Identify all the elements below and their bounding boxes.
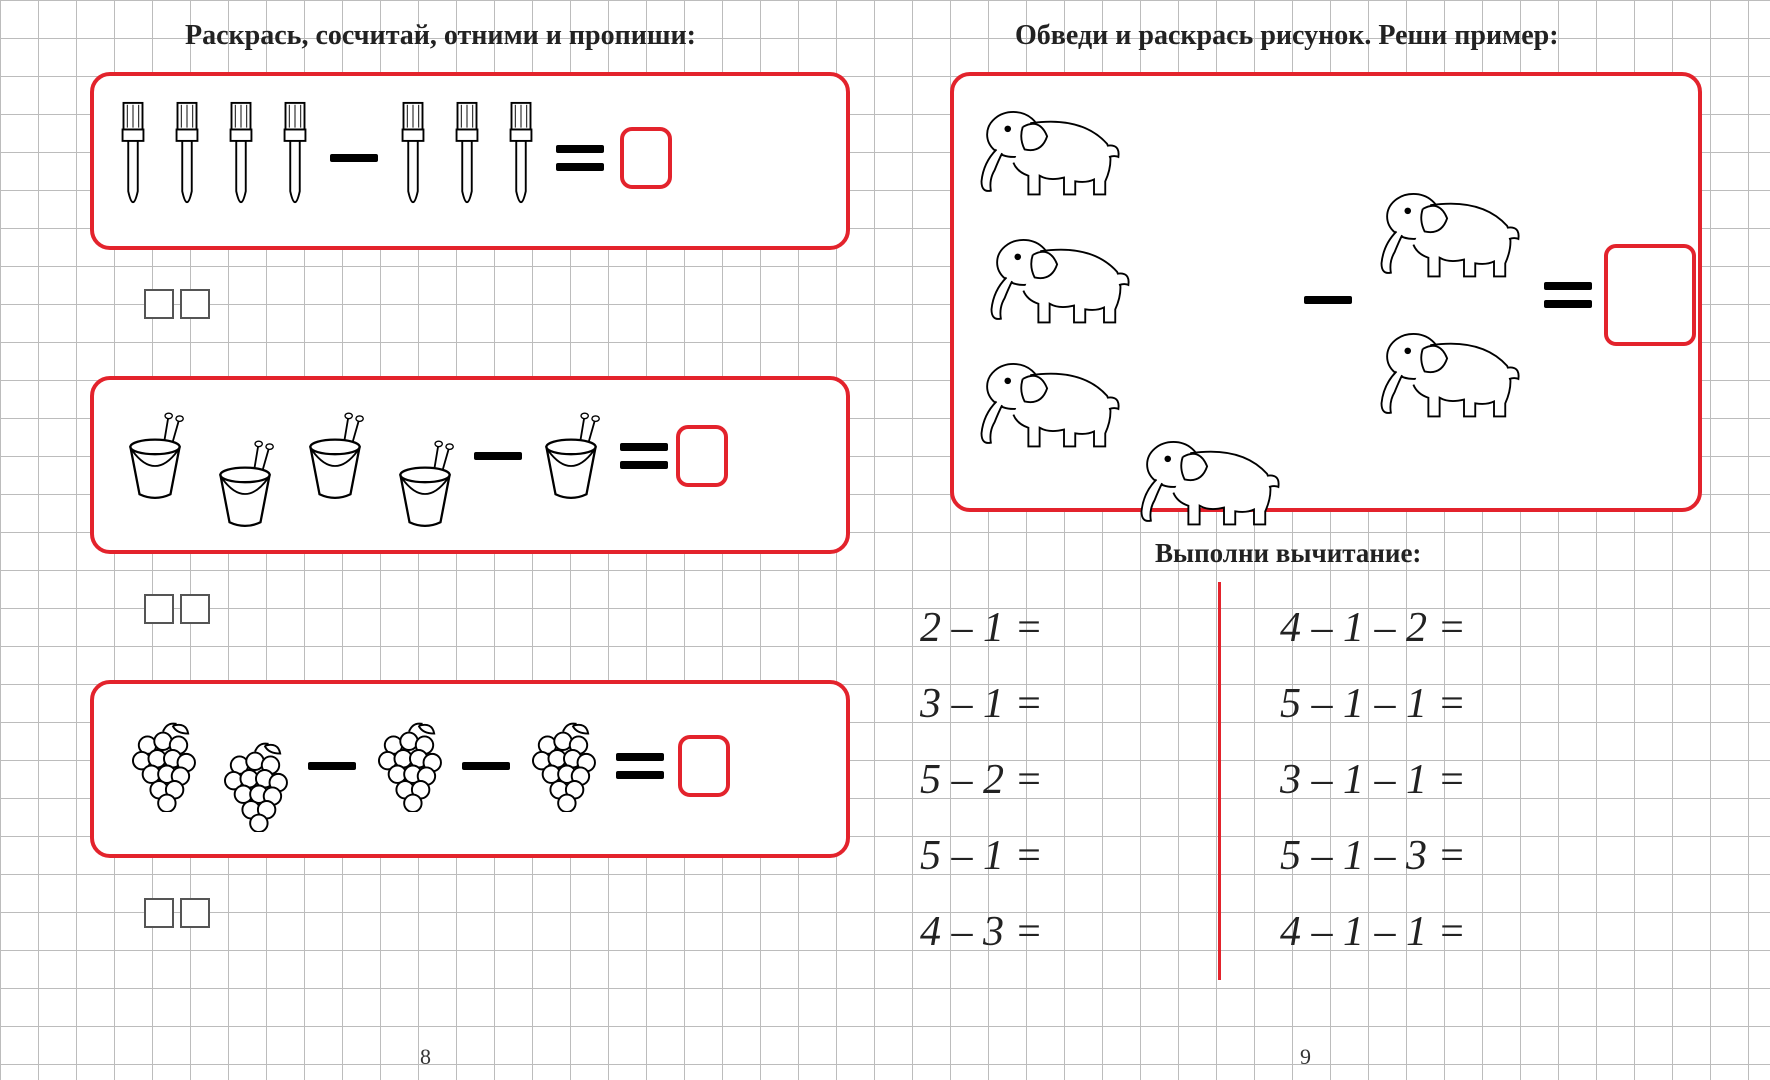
problem-item: 3 – 1 = [920, 666, 1043, 742]
problem-item: 5 – 1 – 3 = [1280, 818, 1466, 894]
elephant-area [954, 76, 1698, 508]
problem-list-right: 4 – 1 – 2 =5 – 1 – 1 =3 – 1 – 1 =5 – 1 –… [1280, 590, 1466, 970]
brush-icon [502, 98, 540, 218]
equals-sign [620, 443, 668, 469]
tracing-square [144, 289, 174, 319]
answer-box[interactable] [620, 127, 672, 189]
minus-sign [1304, 296, 1352, 304]
answer-box[interactable] [678, 735, 730, 797]
brush-icon [394, 98, 432, 218]
tracing-square [144, 594, 174, 624]
elephant-icon [984, 222, 1134, 332]
tracing-square [144, 898, 174, 928]
heading-left: Раскрась, сосчитай, отними и пропиши: [185, 20, 696, 52]
bucket-row [114, 410, 728, 502]
problem-item: 4 – 1 – 2 = [1280, 590, 1466, 666]
answer-box[interactable] [676, 425, 728, 487]
bucket-icon [384, 438, 466, 530]
bucket-icon [204, 438, 286, 530]
tracing-square [180, 594, 210, 624]
problem-item: 4 – 1 – 1 = [1280, 894, 1466, 970]
problem-item: 2 – 1 = [920, 590, 1043, 666]
column-divider [1218, 582, 1221, 980]
brush-icon [222, 98, 260, 218]
problem-item: 5 – 1 – 1 = [1280, 666, 1466, 742]
problem-item: 5 – 2 = [920, 742, 1043, 818]
tracing-square [180, 898, 210, 928]
heading-right: Обведи и раскрась рисунок. Реши пример: [1015, 20, 1559, 52]
answer-box[interactable] [1604, 244, 1696, 346]
grapes-icon [370, 720, 448, 812]
grapes-icon [216, 740, 294, 832]
worksheet-page: Раскрась, сосчитай, отними и пропиши: Об… [0, 0, 1770, 1080]
equals-sign [556, 145, 604, 171]
exercise-box-buckets [90, 376, 850, 554]
problem-item: 5 – 1 = [920, 818, 1043, 894]
elephant-icon [974, 94, 1124, 204]
minus-sign [308, 762, 356, 770]
page-number-left: 8 [420, 1044, 431, 1070]
brush-icon [448, 98, 486, 218]
equals-sign [616, 753, 664, 779]
exercise-box-elephants [950, 72, 1702, 512]
problem-item: 4 – 3 = [920, 894, 1043, 970]
minus-sign [474, 452, 522, 460]
elephant-icon [1374, 316, 1524, 426]
equals-sign [1544, 282, 1592, 308]
exercise-box-brushes [90, 72, 850, 250]
brush-icon [276, 98, 314, 218]
problem-list-left: 2 – 1 =3 – 1 =5 – 2 =5 – 1 =4 – 3 = [920, 590, 1043, 970]
elephant-icon [1134, 424, 1284, 534]
bucket-icon [294, 410, 376, 502]
bucket-icon [530, 410, 612, 502]
elephant-icon [1374, 176, 1524, 286]
brush-icon [114, 98, 152, 218]
brush-row [114, 98, 672, 218]
brush-icon [168, 98, 206, 218]
minus-sign [330, 154, 378, 162]
bucket-icon [114, 410, 196, 502]
exercise-box-grapes [90, 680, 850, 858]
minus-sign [462, 762, 510, 770]
heading-subtraction: Выполни вычитание: [1155, 538, 1421, 569]
tracing-square [180, 289, 210, 319]
grape-row [124, 720, 730, 812]
grapes-icon [124, 720, 202, 812]
grapes-icon [524, 720, 602, 812]
page-number-right: 9 [1300, 1044, 1311, 1070]
elephant-icon [974, 346, 1124, 456]
problem-item: 3 – 1 – 1 = [1280, 742, 1466, 818]
